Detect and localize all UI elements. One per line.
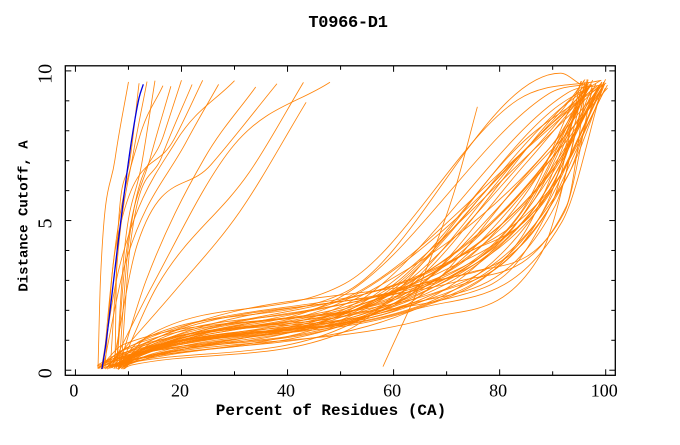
svg-text:5: 5 [34, 219, 56, 229]
svg-text:80: 80 [489, 380, 507, 400]
svg-text:40: 40 [277, 380, 295, 400]
svg-text:10: 10 [34, 64, 56, 84]
svg-text:0: 0 [34, 368, 56, 378]
svg-text:20: 20 [171, 380, 189, 400]
svg-text:60: 60 [383, 380, 401, 400]
svg-text:0: 0 [69, 380, 78, 400]
svg-text:100: 100 [591, 380, 618, 400]
